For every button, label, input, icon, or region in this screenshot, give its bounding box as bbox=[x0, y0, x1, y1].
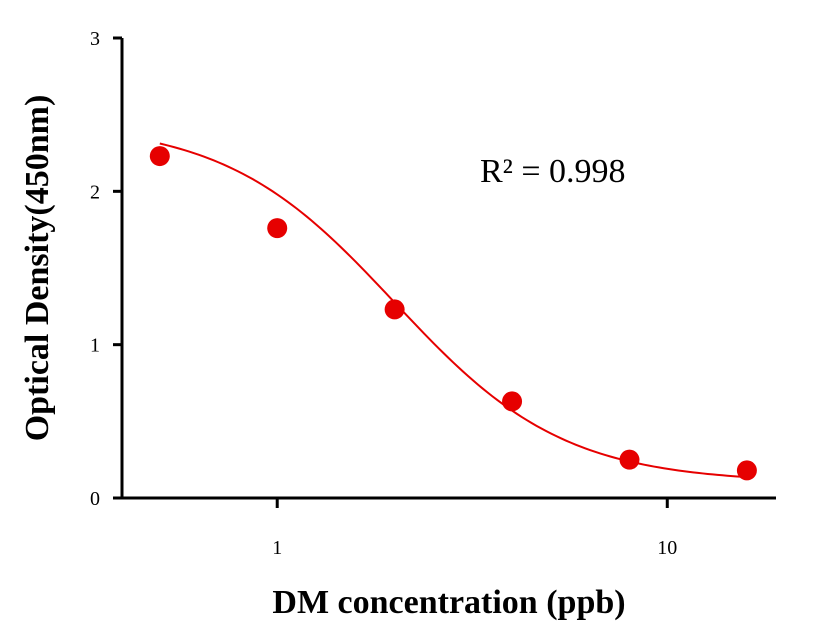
y-tick-label: 0 bbox=[90, 488, 100, 510]
data-point bbox=[736, 460, 757, 481]
y-tick-label: 3 bbox=[90, 28, 100, 50]
data-point bbox=[384, 299, 405, 320]
data-point bbox=[619, 449, 640, 470]
fit-curve bbox=[159, 142, 747, 479]
x-tick-label: 10 bbox=[657, 537, 677, 559]
axes bbox=[120, 38, 776, 500]
data-points bbox=[149, 146, 757, 481]
y-ticks: 0 1 2 3 bbox=[90, 28, 122, 510]
y-axis-title: Optical Density(450nm) bbox=[19, 95, 56, 442]
x-axis-title: DM concentration (ppb) bbox=[272, 584, 625, 621]
x-ticks: 1 10 bbox=[272, 498, 677, 559]
y-tick-label: 2 bbox=[90, 181, 100, 203]
y-tick-label: 1 bbox=[90, 335, 100, 357]
r-squared-annotation: R² = 0.998 bbox=[480, 153, 626, 190]
data-point bbox=[267, 218, 288, 239]
data-point bbox=[502, 391, 523, 412]
data-point bbox=[149, 146, 170, 167]
x-tick-label: 1 bbox=[272, 537, 282, 559]
